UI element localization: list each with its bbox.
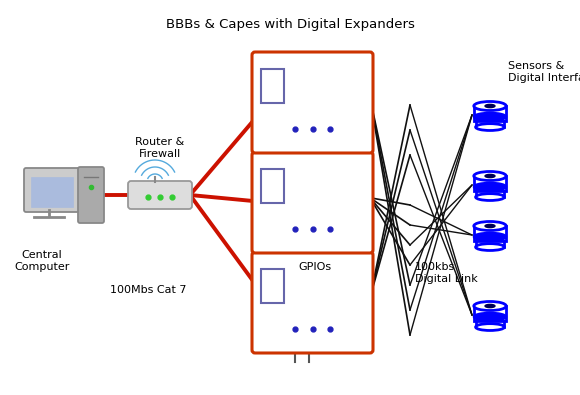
Ellipse shape <box>476 244 505 250</box>
Ellipse shape <box>474 102 506 111</box>
FancyBboxPatch shape <box>261 69 284 102</box>
FancyBboxPatch shape <box>261 269 284 303</box>
FancyBboxPatch shape <box>474 106 506 121</box>
FancyBboxPatch shape <box>474 226 506 241</box>
FancyBboxPatch shape <box>476 191 505 197</box>
Text: BBBs & Capes with Digital Expanders: BBBs & Capes with Digital Expanders <box>165 18 415 31</box>
FancyBboxPatch shape <box>24 168 80 212</box>
Ellipse shape <box>485 174 495 178</box>
Ellipse shape <box>476 194 505 201</box>
Text: Central
Computer: Central Computer <box>14 250 70 272</box>
Ellipse shape <box>485 104 495 107</box>
Ellipse shape <box>476 124 505 130</box>
FancyBboxPatch shape <box>474 306 506 321</box>
FancyBboxPatch shape <box>476 121 505 127</box>
Text: 100Mbs Cat 7: 100Mbs Cat 7 <box>110 285 187 295</box>
FancyBboxPatch shape <box>474 176 506 191</box>
FancyBboxPatch shape <box>476 321 505 327</box>
FancyBboxPatch shape <box>31 177 73 207</box>
FancyBboxPatch shape <box>128 181 192 209</box>
Text: Sensors &
Digital Interfaces: Sensors & Digital Interfaces <box>508 61 580 83</box>
Text: Router &
Firewall: Router & Firewall <box>135 137 184 159</box>
Ellipse shape <box>474 233 506 241</box>
FancyBboxPatch shape <box>261 169 284 203</box>
FancyBboxPatch shape <box>476 241 505 247</box>
Ellipse shape <box>476 324 505 331</box>
FancyBboxPatch shape <box>78 167 104 223</box>
Ellipse shape <box>474 113 506 121</box>
FancyBboxPatch shape <box>252 252 373 353</box>
Text: GPIOs: GPIOs <box>299 262 332 272</box>
FancyBboxPatch shape <box>252 152 373 253</box>
Ellipse shape <box>485 305 495 308</box>
Ellipse shape <box>474 313 506 321</box>
Ellipse shape <box>474 301 506 310</box>
Ellipse shape <box>474 222 506 231</box>
FancyBboxPatch shape <box>252 52 373 153</box>
Ellipse shape <box>474 183 506 191</box>
Text: 100kbs
Digital Link: 100kbs Digital Link <box>415 262 478 284</box>
Ellipse shape <box>474 171 506 181</box>
Ellipse shape <box>485 224 495 228</box>
